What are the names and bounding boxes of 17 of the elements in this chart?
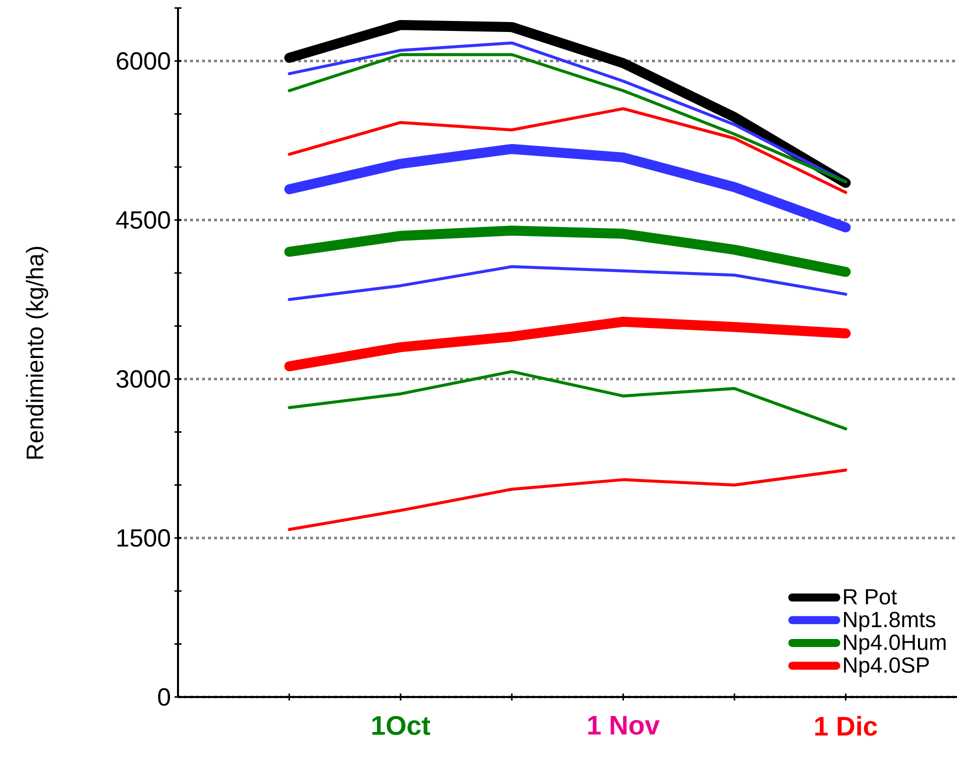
x-tick-label: 1 Dic <box>815 716 878 736</box>
x-tick-label: 1 Nov <box>588 716 660 735</box>
line-series <box>288 265 848 301</box>
x-tick-label: 1Oct <box>372 716 430 736</box>
y-tick-label: 4500 <box>116 211 170 229</box>
legend-label: Np4.0Hum <box>844 634 946 654</box>
line-series <box>288 468 848 532</box>
y-axis-title: Rendimiento (kg/ha) <box>26 246 48 459</box>
y-tick-label: 3000 <box>116 370 170 388</box>
legend-label: Np1.8mts <box>844 612 936 632</box>
line-series <box>288 370 848 430</box>
y-tick-label: 6000 <box>116 52 170 70</box>
y-tick-label: 0 <box>158 688 170 706</box>
legend-label: Np4.0SP <box>844 657 929 678</box>
line-series <box>288 107 848 194</box>
legend-label: R Pot <box>844 589 897 604</box>
y-tick-label: 1500 <box>117 529 170 547</box>
